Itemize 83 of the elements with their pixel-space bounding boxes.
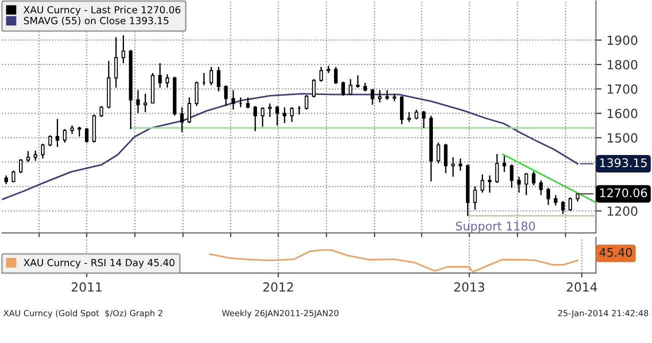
candlestick [114, 36, 118, 88]
candlestick [348, 78, 352, 96]
candlestick [275, 105, 280, 126]
candlestick [26, 150, 30, 163]
candlestick [334, 66, 338, 85]
candlestick [319, 66, 323, 82]
text: 45.40 [599, 248, 632, 257]
candlestick [188, 96, 192, 124]
candlestick [282, 106, 286, 124]
candlestick [407, 111, 411, 122]
candlestick [480, 174, 484, 194]
candlestick [400, 96, 404, 125]
y-tick-label: 1900 [608, 36, 638, 46]
candlestick [436, 142, 440, 164]
candlestick [568, 196, 572, 212]
candlestick [253, 105, 258, 132]
candlestick [62, 128, 67, 144]
y-tick-label: 1200 [608, 206, 638, 216]
candlestick [209, 66, 214, 86]
legend-label: XAU Curncy - RSI 14 Day 45.40 [24, 258, 174, 268]
candlestick [56, 118, 60, 148]
candlestick [84, 127, 89, 144]
y-tick-label: 1500 [608, 133, 638, 143]
candlestick [304, 94, 308, 110]
text: XAU Curncy (Gold Spot $/Oz) Graph 2 [4, 310, 162, 318]
candlestick [532, 170, 536, 186]
x-tick-label: 2013 [454, 282, 484, 292]
candlestick [414, 109, 418, 120]
y-tick-label: 1800 [608, 60, 638, 70]
candlestick [488, 174, 492, 194]
candlestick [19, 158, 23, 174]
candlestick [561, 200, 565, 215]
text: 25-Jan-2014 21:42:48 [558, 310, 648, 318]
candlestick [224, 84, 228, 107]
candlestick [385, 89, 389, 101]
x-tick-label: 2012 [263, 282, 293, 292]
candlestick [312, 78, 316, 98]
legend-label: XAU Curncy - Last Price 1270.06 [24, 6, 180, 16]
annotation: 1270.06 [600, 188, 647, 198]
candlestick [260, 106, 264, 128]
legend-label: SMAVG (55) on Close 1393.15 [24, 16, 168, 26]
annotation: 1393.15 [600, 158, 647, 168]
candlestick [78, 126, 82, 138]
candlestick [341, 80, 345, 96]
candlestick [510, 164, 514, 188]
candlestick [166, 74, 170, 88]
candlestick [40, 143, 45, 160]
candlestick [122, 34, 126, 64]
y-tick-label: 1700 [608, 84, 638, 94]
candlestick [495, 153, 499, 184]
candlestick [539, 180, 543, 196]
x-tick-label: 2014 [566, 282, 598, 292]
annotation: Support 1180 [456, 222, 535, 233]
candlestick [48, 134, 52, 147]
candlestick [378, 89, 382, 103]
candlestick [100, 105, 104, 118]
candlestick [231, 89, 236, 110]
line-series [2, 93, 578, 200]
candlestick [216, 66, 220, 92]
text: Weekly 26JAN2011-25JAN20 [222, 310, 338, 318]
candlestick [144, 93, 148, 113]
y-tick-label: 1600 [608, 108, 638, 118]
candlestick [502, 155, 506, 173]
candlestick [444, 143, 448, 174]
candlestick [554, 194, 558, 206]
x-tick-label: 2011 [72, 282, 102, 292]
candlestick [422, 110, 426, 129]
candlestick [370, 88, 374, 106]
candlestick [158, 62, 162, 88]
candlestick [180, 106, 184, 133]
candlestick [356, 74, 360, 88]
candlestick [451, 156, 455, 178]
candlestick [136, 89, 140, 114]
candlestick [290, 106, 294, 122]
candlestick [517, 176, 521, 194]
candlestick [524, 172, 528, 196]
candlestick [194, 80, 198, 107]
candlestick [458, 158, 462, 172]
candlestick [246, 96, 250, 110]
candlestick [546, 187, 550, 206]
candlestick [473, 186, 477, 210]
candlestick [34, 150, 38, 162]
candlestick [268, 102, 272, 118]
